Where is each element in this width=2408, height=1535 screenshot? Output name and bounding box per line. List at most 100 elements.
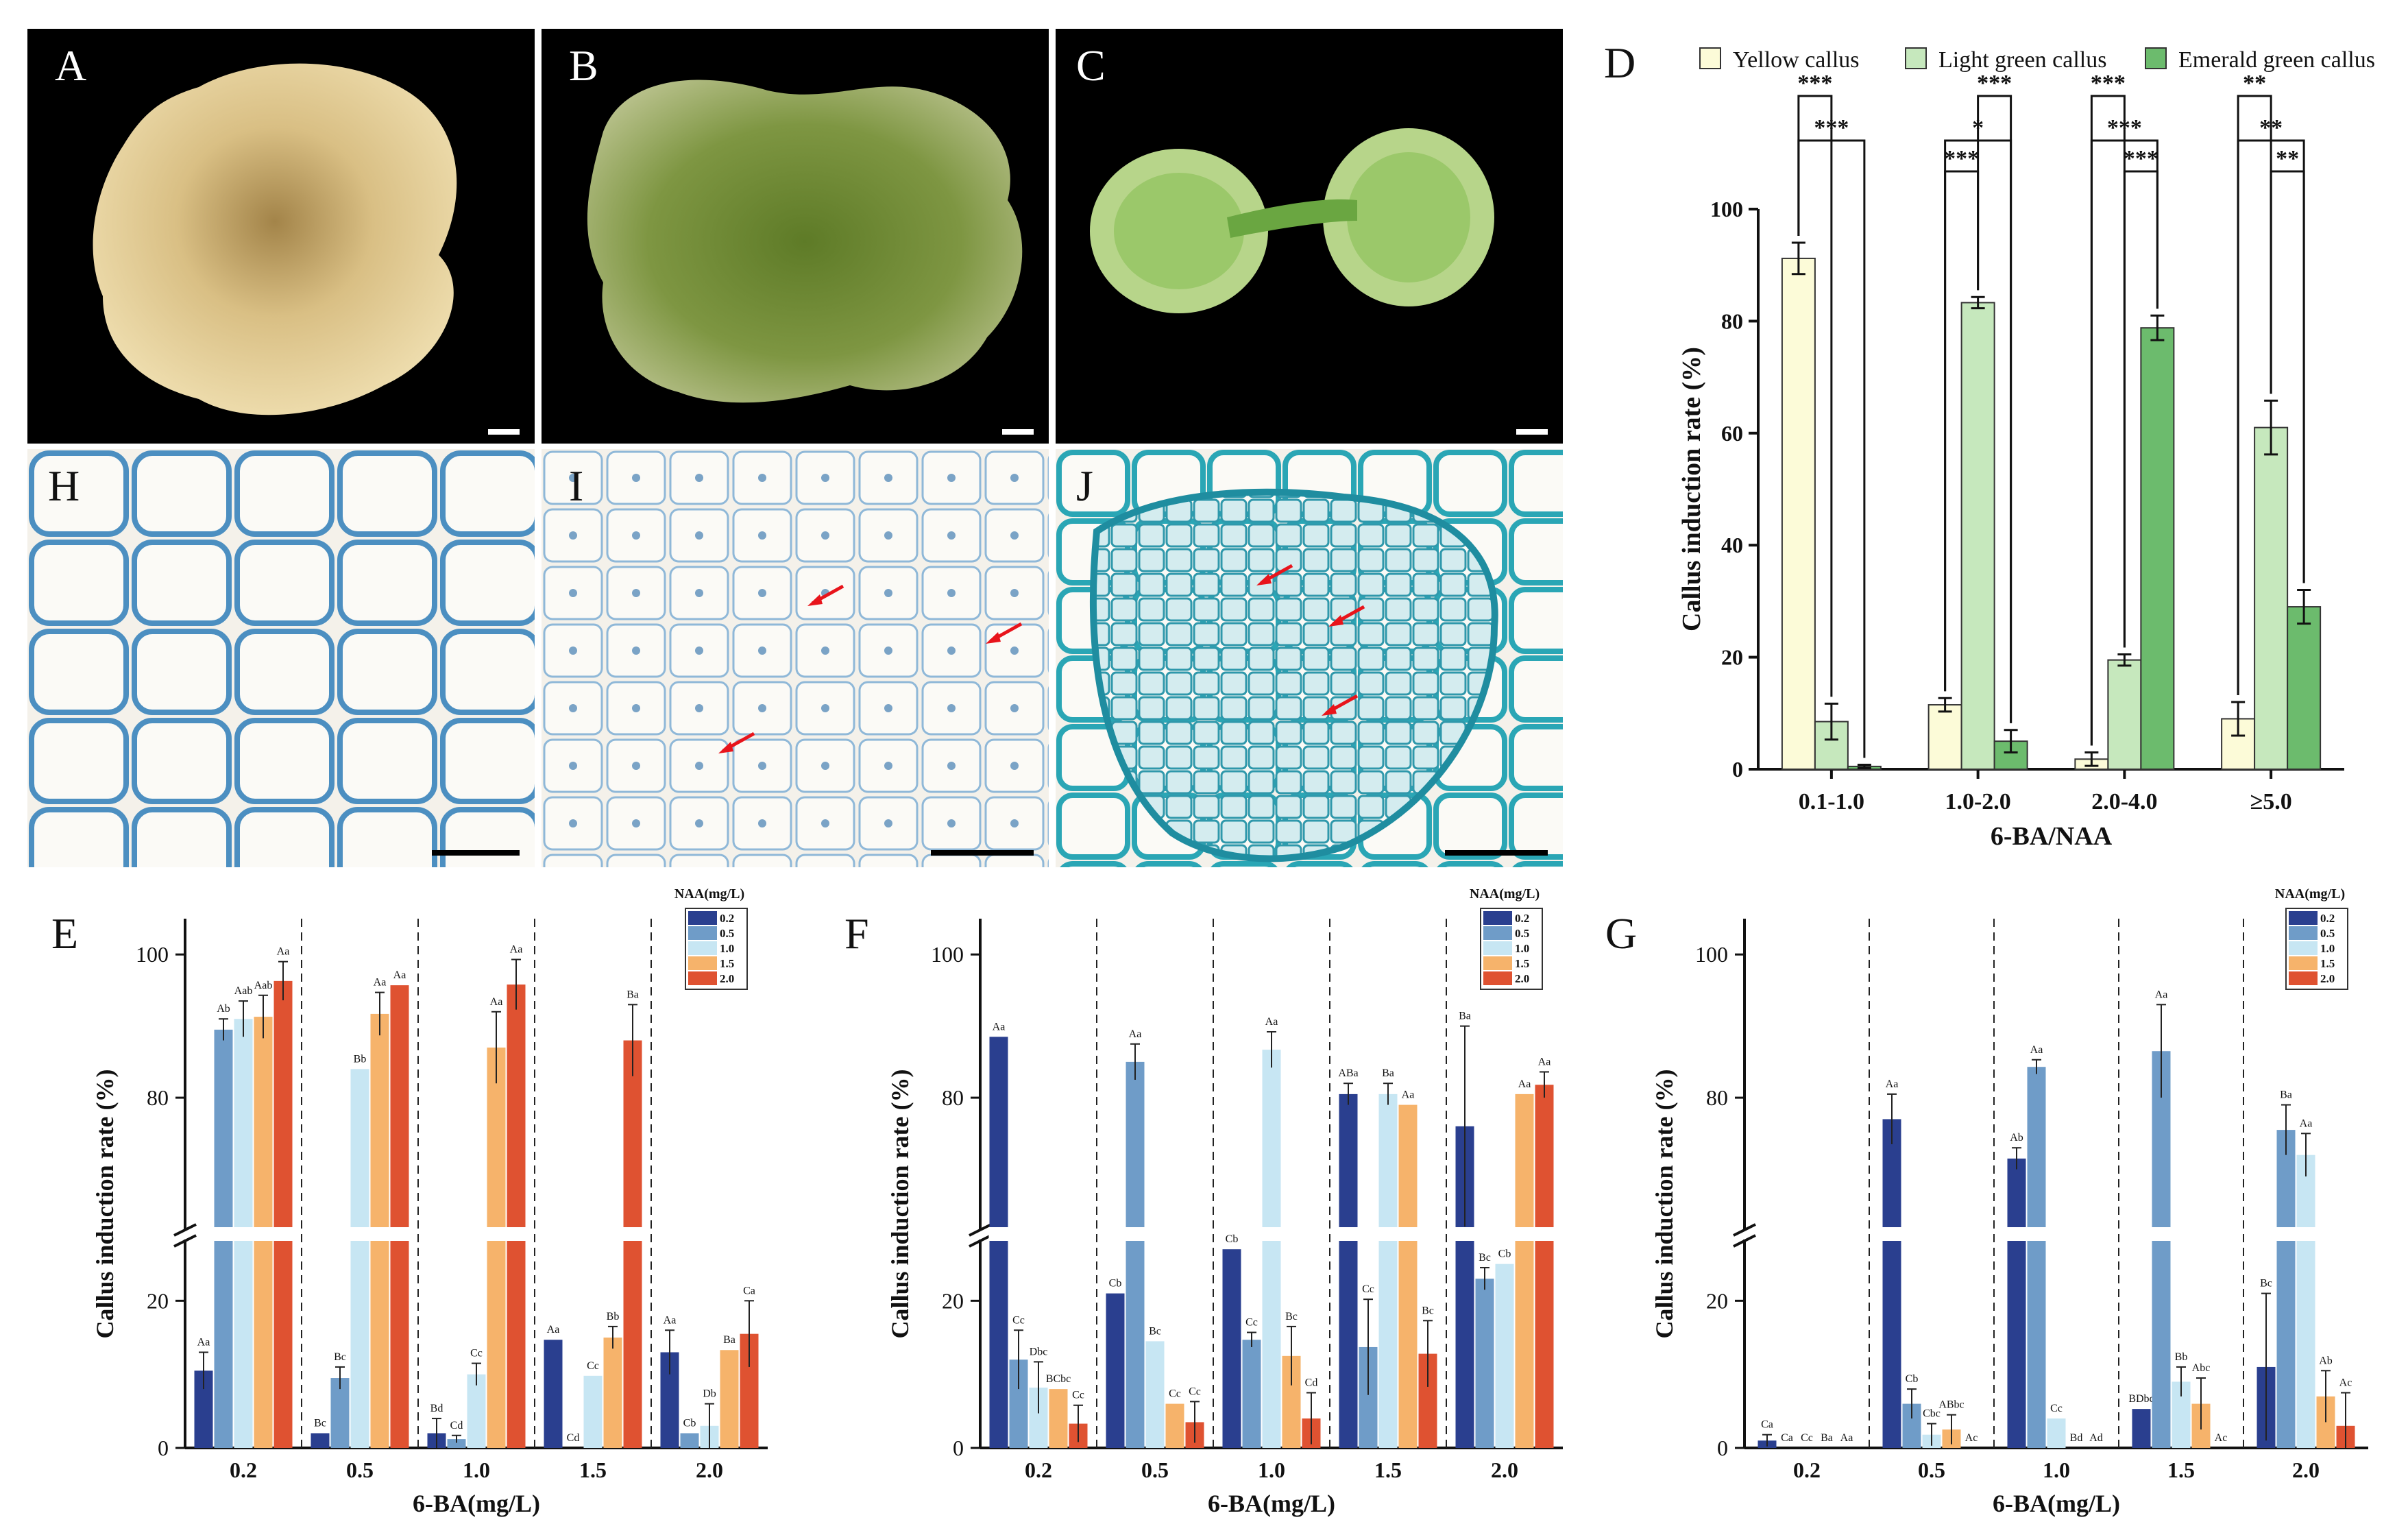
significance-letter: Aa — [510, 944, 523, 956]
significance-letter: Bc — [2260, 1278, 2272, 1290]
significance-letter: Aab — [234, 985, 253, 997]
panel-label-D: D — [1604, 38, 1636, 87]
significance-stars: *** — [1944, 146, 1979, 171]
significance-stars: *** — [2124, 146, 2158, 171]
significance-letter: Aa — [393, 969, 406, 981]
significance-letter: BDbc — [2128, 1393, 2154, 1405]
legend-swatch — [2289, 971, 2318, 985]
bar — [1262, 1050, 1281, 1448]
y-axis-title: Callus induction rate (%) — [1677, 347, 1706, 631]
bar — [487, 1048, 506, 1448]
scale-bar-C — [1516, 429, 1548, 435]
bar — [1535, 1085, 1554, 1448]
significance-letter: Aa — [993, 1021, 1006, 1032]
significance-letter: Aa — [277, 946, 290, 958]
y-tick-label: 20 — [942, 1288, 964, 1313]
bar — [2254, 426, 2289, 770]
y-tick-label: 20 — [147, 1288, 169, 1313]
significance-stars: *** — [1977, 71, 2012, 96]
significance-letter: ABa — [1338, 1067, 1358, 1079]
bar — [989, 1037, 1008, 1448]
legend-label: Emerald green callus — [2178, 47, 2375, 73]
bar-break-gap — [2276, 1227, 2296, 1241]
bar — [350, 1069, 369, 1448]
significance-bracket — [2270, 170, 2305, 583]
bar — [1126, 1061, 1145, 1448]
significance-letter: Aa — [1886, 1078, 1899, 1090]
y-tick-label: 80 — [147, 1085, 169, 1110]
scale-bar-H — [432, 850, 520, 856]
y-axis-title: Callus induction rate (%) — [1651, 1069, 1678, 1338]
y-tick-label: 0 — [1732, 757, 1743, 782]
x-tick-label: 1.5 — [2167, 1458, 2195, 1482]
y-tick-label: 20 — [1706, 1288, 1728, 1313]
bar-break-gap — [1338, 1227, 1359, 1241]
bar — [2140, 327, 2175, 771]
legend-label: 1.0 — [2320, 942, 2335, 955]
x-axis-title: 6-BA(mg/L) — [413, 1490, 540, 1517]
histology-panel-H: H — [27, 449, 535, 867]
significance-letter: Cb — [1498, 1248, 1511, 1260]
significance-letter: Cc — [587, 1360, 599, 1372]
significance-letter: Aa — [664, 1314, 677, 1326]
legend-swatch — [2289, 941, 2318, 955]
significance-stars: ** — [2276, 146, 2299, 171]
significance-letter: Ac — [1965, 1432, 1978, 1444]
legend-swatch — [688, 956, 717, 970]
significance-letter: Bd — [430, 1403, 443, 1414]
x-tick-label: 1.0 — [2043, 1458, 2070, 1482]
significance-letter: Cc — [2050, 1403, 2063, 1414]
histology-panel-I: I — [542, 449, 1049, 867]
significance-letter: Aa — [1518, 1078, 1531, 1090]
axis-break-mark — [1733, 1223, 1756, 1237]
legend-swatch — [688, 971, 717, 985]
bar-break-gap — [369, 1227, 390, 1241]
histology-image-H — [27, 449, 535, 867]
panel-label-F: F — [844, 909, 869, 958]
bar-break-gap — [506, 1227, 526, 1241]
x-tick-label: 1.0-2.0 — [1945, 789, 2010, 814]
bar-break-gap — [2006, 1227, 2027, 1241]
legend-label: Yellow callus — [1733, 47, 1860, 73]
bar-break-gap — [2026, 1227, 2047, 1241]
legend-swatch — [1483, 971, 1512, 985]
significance-letter: Aa — [1840, 1432, 1853, 1444]
significance-letter: Cd — [567, 1432, 580, 1444]
bar — [1927, 704, 1962, 771]
legend-label: 2.0 — [720, 972, 734, 985]
bar-break-gap — [1125, 1227, 1145, 1241]
significance-letter: Dbc — [1030, 1346, 1048, 1357]
bar — [544, 1340, 563, 1448]
legend-title: NAA(mg/L) — [1470, 886, 1540, 902]
bar — [507, 984, 526, 1448]
panel-label-C: C — [1076, 41, 1106, 90]
significance-letter: Ad — [2089, 1432, 2103, 1444]
significance-letter: Ca — [743, 1285, 755, 1296]
y-tick-label: 0 — [1717, 1436, 1728, 1460]
bar — [680, 1433, 699, 1448]
significance-stars: *** — [2091, 71, 2126, 96]
significance-letter: Ba — [1459, 1011, 1471, 1022]
panel-label-A: A — [55, 41, 87, 90]
bar — [1049, 1389, 1068, 1448]
bar — [1106, 1293, 1125, 1448]
significance-letter: Aa — [374, 977, 387, 989]
panel-label-E: E — [51, 909, 79, 958]
bar — [467, 1374, 486, 1448]
x-tick-label: 0.2 — [1025, 1458, 1052, 1482]
significance-letter: Ab — [217, 1003, 230, 1015]
significance-letter: Ac — [2215, 1432, 2228, 1444]
callus-light-green-photo — [587, 80, 1023, 403]
legend-swatch — [688, 926, 717, 940]
histology-image-I — [542, 449, 1049, 867]
histology-panel-J: J — [1056, 449, 1563, 867]
x-tick-label: 0.5 — [1141, 1458, 1169, 1482]
x-tick-label: 0.2 — [1793, 1458, 1821, 1482]
y-tick-label: 100 — [1695, 942, 1728, 967]
significance-bracket — [2090, 95, 2126, 746]
y-tick-label: 80 — [942, 1085, 964, 1110]
significance-letter: Ba — [2280, 1089, 2292, 1101]
red-arrow — [1322, 694, 1359, 716]
significance-letter: ABbc — [1938, 1399, 1964, 1411]
